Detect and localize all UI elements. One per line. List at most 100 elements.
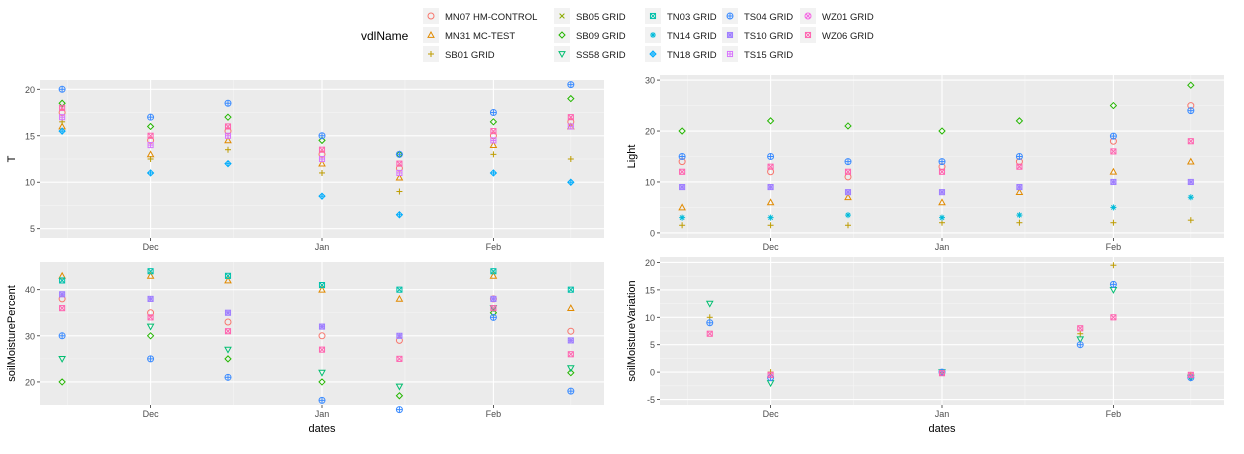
data-point bbox=[224, 123, 232, 130]
legend-glyph bbox=[726, 31, 734, 39]
legend-label: MN31 MC-TEST bbox=[445, 31, 515, 42]
data-point bbox=[1187, 107, 1195, 115]
data-point bbox=[844, 122, 852, 130]
x-tick-label: Jan bbox=[935, 409, 950, 419]
data-point bbox=[767, 222, 774, 229]
y-tick-label: 30 bbox=[645, 76, 655, 86]
legend-label: TS10 GRID bbox=[744, 31, 793, 42]
data-point bbox=[1110, 178, 1117, 186]
data-point bbox=[767, 153, 775, 160]
legend-label: WZ06 GRID bbox=[822, 31, 874, 42]
data-point bbox=[1015, 153, 1023, 160]
x-tick-label: Dec bbox=[763, 409, 780, 419]
legend-glyph bbox=[726, 12, 734, 20]
y-tick-label: 0 bbox=[650, 368, 655, 378]
y-axis-label: Light bbox=[626, 145, 638, 169]
data-point bbox=[844, 193, 852, 201]
data-point bbox=[396, 332, 403, 339]
legend-item: TN14 GRID bbox=[645, 27, 717, 43]
data-point bbox=[58, 332, 66, 340]
y-tick-label: 10 bbox=[645, 177, 655, 187]
data-point bbox=[147, 314, 154, 321]
data-point bbox=[147, 355, 155, 363]
legend-label: MN07 HM-CONTROL bbox=[445, 12, 537, 23]
data-point bbox=[1110, 262, 1117, 269]
data-point bbox=[766, 198, 775, 206]
legend-label: SB05 GRID bbox=[576, 12, 626, 23]
data-point bbox=[767, 163, 774, 170]
data-point bbox=[146, 271, 155, 279]
data-point bbox=[939, 219, 945, 226]
x-tick-label: Jan bbox=[315, 409, 330, 419]
data-point bbox=[318, 282, 326, 289]
series-wz06-grid bbox=[679, 138, 1194, 175]
series-ts04-grid bbox=[58, 313, 575, 414]
x-tick-label: Dec bbox=[143, 242, 160, 252]
data-point bbox=[489, 109, 497, 117]
data-point bbox=[318, 285, 326, 293]
data-point bbox=[1110, 148, 1117, 155]
legend-glyph bbox=[649, 12, 657, 20]
y-tick-label: 15 bbox=[25, 131, 35, 141]
data-point bbox=[567, 156, 574, 162]
data-point bbox=[845, 212, 851, 219]
series-ts10-grid bbox=[59, 291, 574, 344]
series-ts10-grid bbox=[679, 178, 1194, 196]
legend-label: TS04 GRID bbox=[744, 12, 793, 23]
data-point bbox=[59, 277, 66, 284]
x-axis-label: dates bbox=[929, 423, 956, 435]
data-point bbox=[1110, 314, 1117, 321]
data-point bbox=[1016, 219, 1023, 226]
data-point bbox=[224, 99, 232, 107]
panel-top-left: 5 10 15 20 Dec Jan Feb T bbox=[6, 80, 604, 252]
data-point bbox=[224, 309, 232, 316]
data-point bbox=[396, 169, 403, 176]
y-axis-label: T bbox=[6, 155, 18, 162]
data-point bbox=[395, 406, 403, 414]
data-point bbox=[396, 355, 403, 362]
data-point bbox=[1187, 217, 1194, 224]
series-wz06-grid bbox=[59, 305, 574, 362]
series-ts04-grid bbox=[678, 107, 1195, 166]
data-point bbox=[767, 371, 774, 378]
legend-item: MN31 MC-TEST bbox=[423, 27, 515, 43]
series-mn31-mc-test bbox=[678, 157, 1195, 211]
series-sb01-grid bbox=[679, 217, 1194, 229]
y-tick-label: 0 bbox=[650, 228, 655, 238]
data-point bbox=[58, 85, 66, 93]
series-tn14-grid bbox=[679, 194, 1194, 221]
data-point bbox=[318, 155, 326, 163]
data-point bbox=[490, 305, 497, 312]
data-point bbox=[1109, 101, 1118, 110]
y-tick-label: 20 bbox=[25, 85, 35, 95]
data-point bbox=[1186, 157, 1195, 165]
data-point bbox=[318, 332, 326, 340]
data-point bbox=[146, 323, 155, 331]
panel-bottom-right: -5 0 5 10 15 20 Dec Jan Feb soilMoistureVariation… bbox=[626, 257, 1224, 435]
data-point bbox=[224, 136, 232, 144]
x-tick-label: Feb bbox=[1106, 409, 1122, 419]
legend-glyph bbox=[427, 30, 435, 38]
data-point bbox=[395, 173, 404, 181]
data-point bbox=[224, 355, 232, 363]
data-point bbox=[147, 268, 154, 275]
data-point bbox=[706, 319, 714, 327]
data-point bbox=[845, 222, 851, 229]
data-point bbox=[1109, 167, 1118, 175]
data-point bbox=[567, 286, 574, 293]
series-sb09-grid bbox=[58, 94, 575, 159]
data-point bbox=[395, 294, 404, 302]
data-point bbox=[224, 272, 232, 279]
data-point bbox=[146, 122, 155, 131]
data-point bbox=[567, 369, 575, 377]
data-point bbox=[1076, 336, 1085, 344]
data-point bbox=[938, 198, 946, 206]
data-point bbox=[319, 169, 325, 176]
data-point bbox=[1077, 330, 1084, 337]
data-point bbox=[146, 332, 155, 340]
data-point bbox=[490, 151, 497, 158]
data-point bbox=[396, 160, 403, 167]
data-point bbox=[705, 300, 714, 308]
legend-item: TS15 GRID bbox=[722, 46, 793, 62]
